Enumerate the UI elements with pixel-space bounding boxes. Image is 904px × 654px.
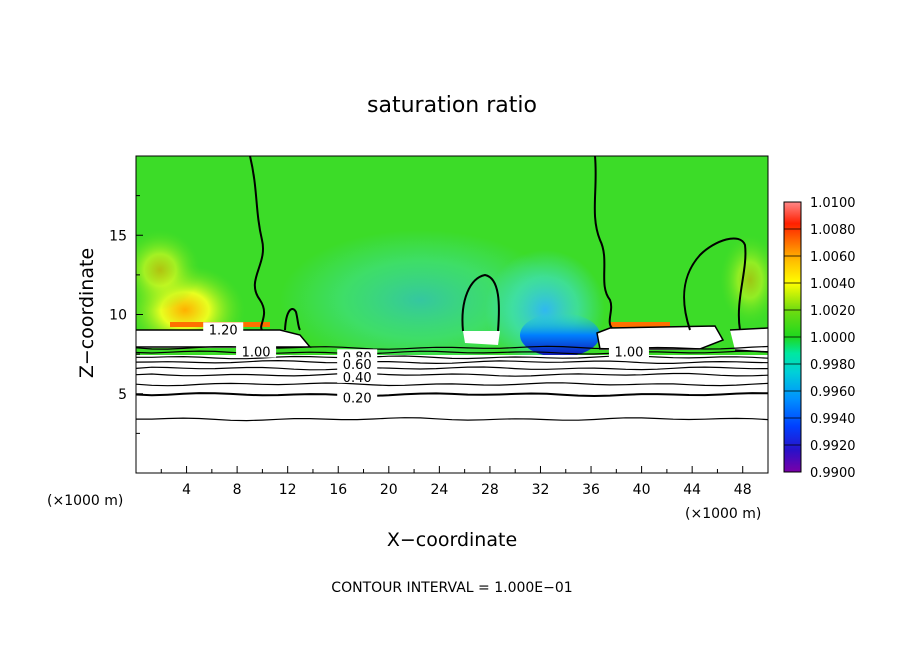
colorbar: 1.0100 1.0080 1.0060 1.0040 1.0020 1.0000 0.99… bbox=[783, 196, 856, 481]
contour-label-bg bbox=[337, 369, 378, 383]
contour-label: 1.00 bbox=[242, 346, 271, 361]
contour-label: 0.40 bbox=[343, 371, 372, 386]
x-tick-label: 32 bbox=[532, 482, 550, 498]
y-axis-label: Z−coordinate bbox=[76, 248, 98, 378]
y-axis: 5 10 15 bbox=[109, 195, 143, 434]
x-tick-label: 24 bbox=[430, 482, 448, 498]
contour-plume-far-right bbox=[683, 237, 747, 331]
contour-label-bg bbox=[337, 357, 378, 371]
x-tick-label: 8 bbox=[233, 482, 242, 498]
contour-cloud-far-right bbox=[729, 327, 768, 353]
colorbar-label: 1.0080 bbox=[810, 223, 856, 238]
contour-plume-left bbox=[249, 156, 265, 331]
colorbar-label: 1.0000 bbox=[810, 331, 856, 346]
contour-label: 1.20 bbox=[209, 323, 238, 338]
x-tick-label: 20 bbox=[380, 482, 398, 498]
x-axis: 4 8 12 16 20 24 28 32 36 40 44 48 bbox=[160, 466, 752, 498]
contour-cloud-right bbox=[596, 325, 725, 350]
colorbar-label: 1.0100 bbox=[810, 196, 856, 211]
cloud-contours bbox=[136, 156, 768, 353]
x-tick-label: 16 bbox=[329, 482, 347, 498]
contour-level-line bbox=[136, 366, 768, 371]
colorbar-label: 0.9980 bbox=[810, 358, 856, 373]
contour-notch bbox=[284, 308, 301, 331]
colorbar-label: 1.0020 bbox=[810, 304, 856, 319]
x-tick-label: 4 bbox=[182, 482, 191, 498]
cloud-mask-right bbox=[597, 326, 723, 350]
contour-labels: 1.201.001.000.800.600.400.20 bbox=[203, 322, 649, 407]
contour-level-line bbox=[136, 355, 768, 360]
colorbar-label: 1.0060 bbox=[810, 250, 856, 265]
x-tick-label: 36 bbox=[582, 482, 600, 498]
cloud-band-orange-2 bbox=[610, 322, 670, 327]
contour-level-line bbox=[136, 392, 768, 398]
contour-plume-right bbox=[593, 156, 613, 329]
contour-label: 0.20 bbox=[343, 392, 372, 407]
footer-note: CONTOUR INTERVAL = 1.000E−01 bbox=[331, 580, 572, 596]
subsaturated-core bbox=[520, 313, 600, 357]
x-tick-label: 48 bbox=[734, 482, 752, 498]
x-axis-unit-right: (×1000 m) bbox=[685, 506, 761, 522]
contour-label: 0.60 bbox=[343, 358, 372, 373]
x-tick-label: 44 bbox=[683, 482, 701, 498]
colorbar-label: 0.9960 bbox=[810, 385, 856, 400]
colorbar-label: 0.9900 bbox=[810, 466, 856, 481]
contour-label-bg bbox=[608, 344, 649, 358]
blank-lower-region bbox=[136, 355, 768, 473]
contour-level-line bbox=[136, 382, 768, 387]
contour-label-bg bbox=[337, 390, 378, 404]
contour-label-bg bbox=[236, 344, 277, 358]
y-tick-label: 5 bbox=[118, 387, 127, 403]
x-axis-unit-left: (×1000 m) bbox=[47, 493, 123, 509]
x-tick-label: 40 bbox=[633, 482, 651, 498]
colorbar-label: 0.9920 bbox=[810, 439, 856, 454]
warm-region-upper-left bbox=[136, 230, 200, 310]
cloud-mask-left bbox=[136, 330, 310, 348]
y-tick-label: 15 bbox=[109, 228, 127, 244]
plot-area bbox=[136, 156, 768, 473]
chart-title: saturation ratio bbox=[367, 93, 537, 118]
colorbar-label: 0.9940 bbox=[810, 412, 856, 427]
contour-label: 1.00 bbox=[614, 346, 643, 361]
y-tick-label: 10 bbox=[109, 308, 127, 324]
warm-region-right bbox=[720, 235, 768, 325]
cloud-mask-center bbox=[463, 331, 500, 345]
contour-plume-center bbox=[461, 273, 500, 332]
cloud-mask-far-right bbox=[730, 328, 768, 352]
colorbar-label: 1.0040 bbox=[810, 277, 856, 292]
contour-label-bg bbox=[203, 322, 244, 336]
contour-level-line bbox=[136, 417, 768, 422]
x-tick-label: 28 bbox=[481, 482, 499, 498]
x-tick-label: 12 bbox=[279, 482, 297, 498]
contour-level-line bbox=[136, 359, 768, 365]
x-axis-label: X−coordinate bbox=[387, 529, 517, 551]
contour-level-line bbox=[136, 372, 768, 377]
